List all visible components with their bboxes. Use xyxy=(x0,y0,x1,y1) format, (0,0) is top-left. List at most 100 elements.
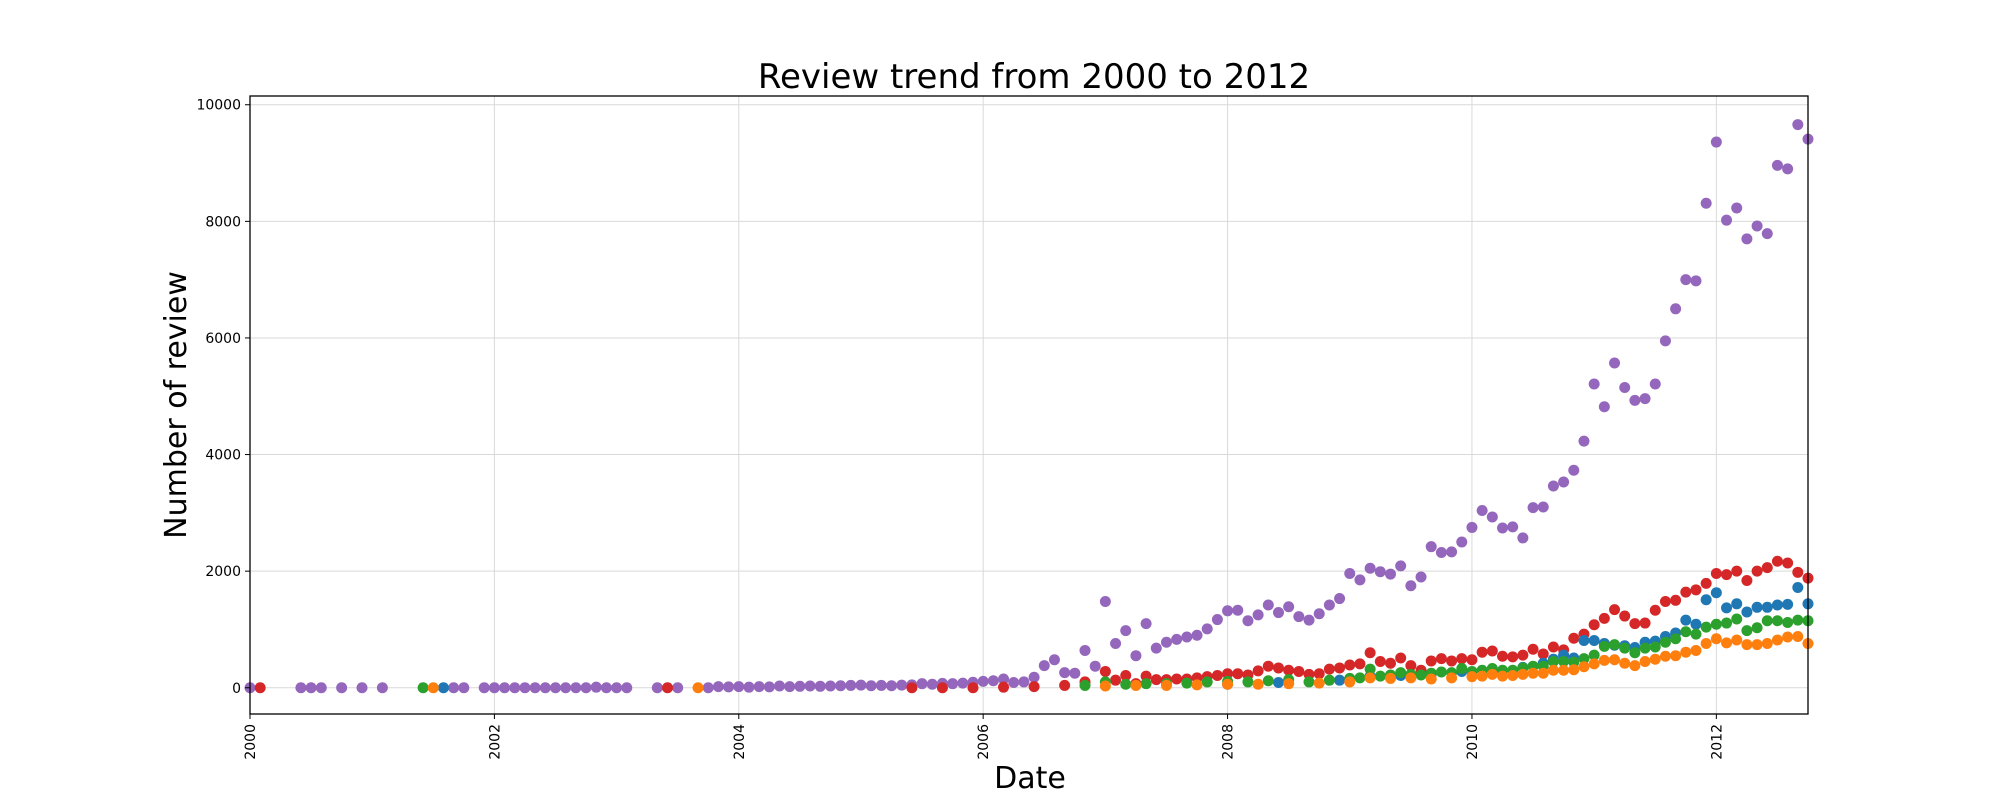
data-point xyxy=(1629,618,1641,630)
data-point xyxy=(580,682,592,694)
data-point xyxy=(1303,676,1315,688)
data-point xyxy=(886,680,898,692)
data-point xyxy=(1140,678,1152,690)
chart-title: Review trend from 2000 to 2012 xyxy=(758,57,1310,97)
data-point xyxy=(977,675,989,687)
data-point xyxy=(875,679,887,691)
data-point xyxy=(1588,619,1600,631)
data-point xyxy=(1395,652,1407,664)
data-point xyxy=(1731,202,1743,214)
data-point xyxy=(1578,653,1590,665)
data-point xyxy=(1313,677,1325,689)
data-point xyxy=(1710,136,1722,148)
data-point xyxy=(1710,587,1722,599)
data-point xyxy=(499,682,511,694)
data-point xyxy=(1588,635,1600,647)
data-point xyxy=(1303,668,1315,680)
data-point xyxy=(1507,651,1519,663)
data-point xyxy=(1181,677,1193,689)
data-point xyxy=(1456,653,1468,665)
data-point xyxy=(1690,275,1702,287)
data-point xyxy=(1721,214,1733,226)
data-point xyxy=(1354,658,1366,670)
data-point xyxy=(1537,667,1549,679)
data-point xyxy=(1323,599,1335,611)
data-point xyxy=(1792,566,1804,578)
data-point xyxy=(1761,562,1773,574)
data-point xyxy=(1639,642,1651,654)
data-point xyxy=(1517,668,1529,680)
data-point xyxy=(1761,615,1773,627)
data-point xyxy=(1293,611,1305,623)
data-point xyxy=(1761,228,1773,240)
data-point xyxy=(1609,654,1621,666)
data-point xyxy=(427,682,439,694)
data-point xyxy=(855,679,867,691)
data-point xyxy=(1354,672,1366,684)
data-point xyxy=(1466,654,1478,666)
data-point xyxy=(1140,618,1152,630)
data-point xyxy=(1252,665,1264,677)
data-point xyxy=(1782,557,1794,569)
data-point xyxy=(254,682,266,694)
data-point xyxy=(1364,647,1376,659)
data-point xyxy=(1527,667,1539,679)
data-point xyxy=(1364,562,1376,574)
data-point xyxy=(1680,274,1692,286)
data-point xyxy=(1588,649,1600,661)
data-point xyxy=(1405,580,1417,592)
data-point xyxy=(1171,633,1183,645)
data-point xyxy=(1527,502,1539,514)
data-point xyxy=(1283,601,1295,613)
data-point xyxy=(1018,676,1030,688)
data-point xyxy=(478,682,490,694)
data-point xyxy=(1344,567,1356,579)
data-point xyxy=(488,682,500,694)
data-point xyxy=(1150,674,1162,686)
data-point xyxy=(1731,634,1743,646)
data-point xyxy=(1283,664,1295,676)
data-point xyxy=(1680,614,1692,626)
data-point xyxy=(1639,656,1651,668)
data-point xyxy=(702,682,714,694)
data-point xyxy=(1568,632,1580,644)
data-point xyxy=(560,682,572,694)
y-tick-label: 4000 xyxy=(205,448,241,464)
data-point xyxy=(1201,676,1213,688)
data-point xyxy=(1425,541,1437,553)
data-point xyxy=(1588,658,1600,670)
data-point xyxy=(1089,660,1101,672)
x-tick-label: 2000 xyxy=(243,724,259,760)
data-point xyxy=(1670,594,1682,606)
data-point xyxy=(1283,678,1295,690)
data-point xyxy=(1751,639,1763,651)
data-point xyxy=(814,680,826,692)
data-point xyxy=(1079,644,1091,656)
data-point xyxy=(1578,435,1590,447)
data-point xyxy=(376,682,388,694)
data-point xyxy=(651,682,663,694)
data-point xyxy=(784,681,796,693)
data-point xyxy=(1150,642,1162,654)
data-point xyxy=(1435,666,1447,678)
data-point xyxy=(600,682,612,694)
data-point xyxy=(1721,637,1733,649)
data-point xyxy=(1201,623,1213,635)
x-tick-label: 2012 xyxy=(1709,724,1725,760)
y-tick-label: 2000 xyxy=(205,564,241,580)
data-point xyxy=(1497,650,1509,662)
data-point xyxy=(1598,654,1610,666)
data-point xyxy=(1782,616,1794,628)
data-point xyxy=(1160,636,1172,648)
x-tick-label: 2006 xyxy=(976,724,992,760)
data-point xyxy=(1690,628,1702,640)
data-point xyxy=(692,682,704,694)
data-point xyxy=(417,682,429,694)
data-point xyxy=(1344,659,1356,671)
data-point xyxy=(1792,630,1804,642)
data-point xyxy=(1069,667,1081,679)
data-point xyxy=(1110,637,1122,649)
data-point xyxy=(1700,197,1712,209)
data-point xyxy=(509,682,521,694)
